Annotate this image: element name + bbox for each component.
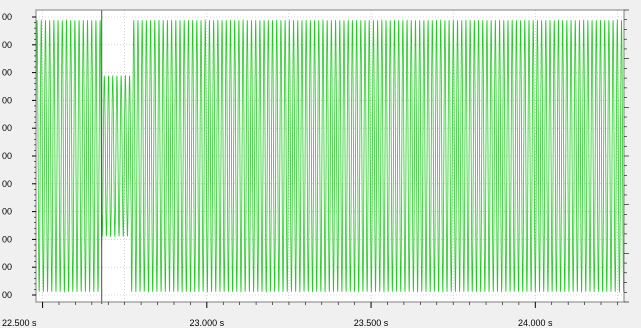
y-tick-label: 00 <box>2 179 12 189</box>
right-scale <box>624 9 629 303</box>
y-tick-label: 00 <box>2 123 12 133</box>
y-tick-label: 00 <box>2 290 12 300</box>
y-tick-label: 00 <box>2 12 12 22</box>
signal-layer <box>35 18 625 294</box>
y-tick-label: 00 <box>2 207 12 217</box>
y-tick-label: 00 <box>2 234 12 244</box>
y-tick-label: 00 <box>2 95 12 105</box>
y-tick-label: 00 <box>2 40 12 50</box>
x-tick-label: 22.500 s <box>2 318 37 328</box>
y-tick-label: 00 <box>2 68 12 78</box>
x-tick-label: 24.000 s <box>518 318 553 328</box>
x-tick-label: 23.500 s <box>354 318 389 328</box>
x-axis: 22.500 s 23.000 s 23.500 s 24.000 s <box>2 302 618 328</box>
x-tick-label: 23.000 s <box>190 318 225 328</box>
y-tick-label: 00 <box>2 151 12 161</box>
y-tick-label: 00 <box>2 262 12 272</box>
y-axis: 00 00 00 00 00 00 00 00 00 00 00 <box>2 12 36 300</box>
signal-trace <box>35 18 625 294</box>
